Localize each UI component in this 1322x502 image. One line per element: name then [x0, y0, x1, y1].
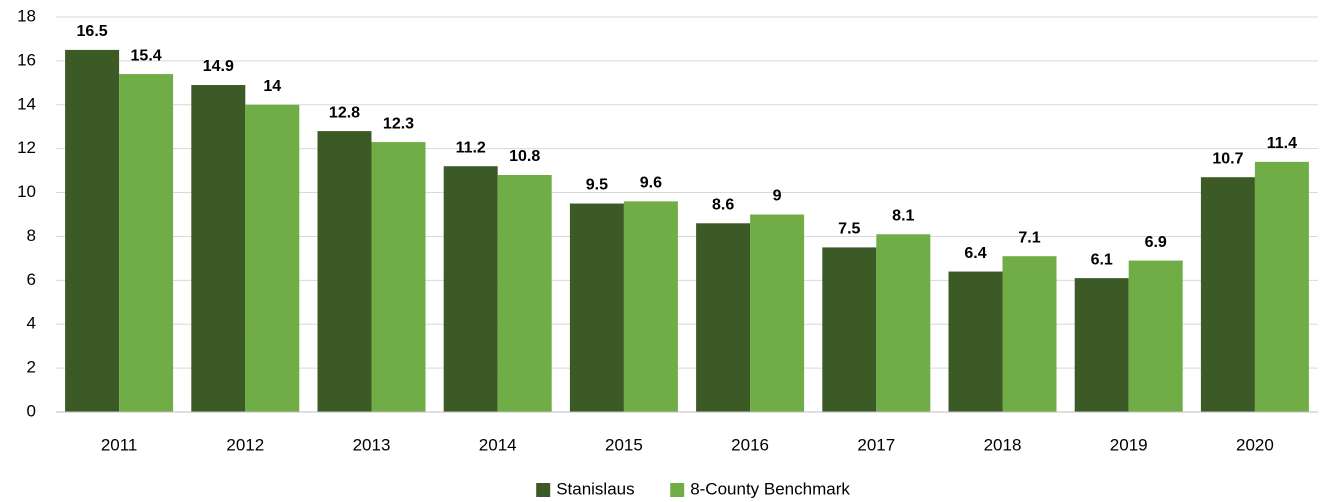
bar [245, 104, 300, 413]
y-tick-label: 18 [17, 6, 36, 25]
legend-label: Stanislaus [556, 479, 634, 498]
y-tick-label: 6 [27, 270, 36, 289]
bar [371, 142, 426, 413]
x-tick-label: 2011 [101, 435, 138, 454]
bar [119, 74, 174, 413]
bar [443, 166, 498, 412]
bar [623, 201, 678, 412]
value-label: 14.9 [203, 58, 234, 75]
y-tick-label: 2 [27, 358, 36, 377]
value-label: 10.8 [509, 148, 540, 165]
y-tick-label: 4 [27, 314, 36, 333]
legend-swatch [536, 483, 551, 497]
bar [822, 247, 877, 412]
value-label: 8.1 [892, 207, 914, 224]
value-label: 12.8 [329, 104, 360, 121]
value-label: 14 [263, 78, 281, 95]
bar [1002, 256, 1057, 412]
x-tick-label: 2013 [353, 435, 391, 454]
value-label: 9 [773, 188, 782, 205]
value-label: 9.5 [586, 177, 608, 194]
value-label: 8.6 [712, 196, 734, 213]
bar [317, 131, 372, 412]
x-tick-label: 2015 [605, 435, 643, 454]
x-tick-label: 2016 [731, 435, 769, 454]
value-label: 9.6 [640, 175, 662, 192]
y-tick-label: 12 [17, 138, 36, 157]
value-label: 10.7 [1212, 150, 1243, 167]
legend-swatch [670, 483, 685, 497]
value-label: 11.4 [1267, 135, 1297, 152]
x-tick-label: 2012 [226, 435, 264, 454]
bar [569, 203, 624, 412]
value-label: 15.4 [131, 47, 162, 64]
bar [876, 234, 931, 412]
bar [1074, 278, 1129, 412]
value-label: 7.5 [838, 221, 860, 238]
value-label: 16.5 [77, 23, 108, 40]
bar [1128, 260, 1183, 412]
value-label: 11.2 [456, 139, 486, 156]
legend-label: 8-County Benchmark [690, 479, 850, 498]
y-tick-label: 8 [27, 226, 36, 245]
x-tick-label: 2020 [1236, 435, 1274, 454]
x-tick-label: 2014 [479, 435, 517, 454]
bar [191, 85, 246, 413]
value-label: 6.9 [1145, 234, 1167, 251]
x-tick-label: 2019 [1110, 435, 1148, 454]
y-tick-label: 16 [17, 50, 36, 69]
value-label: 6.1 [1091, 251, 1113, 268]
value-label: 12.3 [383, 115, 414, 132]
x-tick-label: 2017 [857, 435, 895, 454]
value-label: 7.1 [1018, 229, 1040, 246]
bar [948, 271, 1003, 412]
bar [497, 175, 552, 412]
x-tick-label: 2018 [984, 435, 1022, 454]
bar [1200, 177, 1255, 412]
value-label: 6.4 [964, 245, 986, 262]
bar [696, 223, 751, 412]
y-tick-label: 14 [17, 94, 36, 113]
y-tick-label: 0 [27, 401, 36, 420]
bar [750, 214, 805, 412]
bar [1254, 161, 1309, 412]
bar [65, 49, 120, 413]
y-tick-label: 10 [17, 182, 36, 201]
